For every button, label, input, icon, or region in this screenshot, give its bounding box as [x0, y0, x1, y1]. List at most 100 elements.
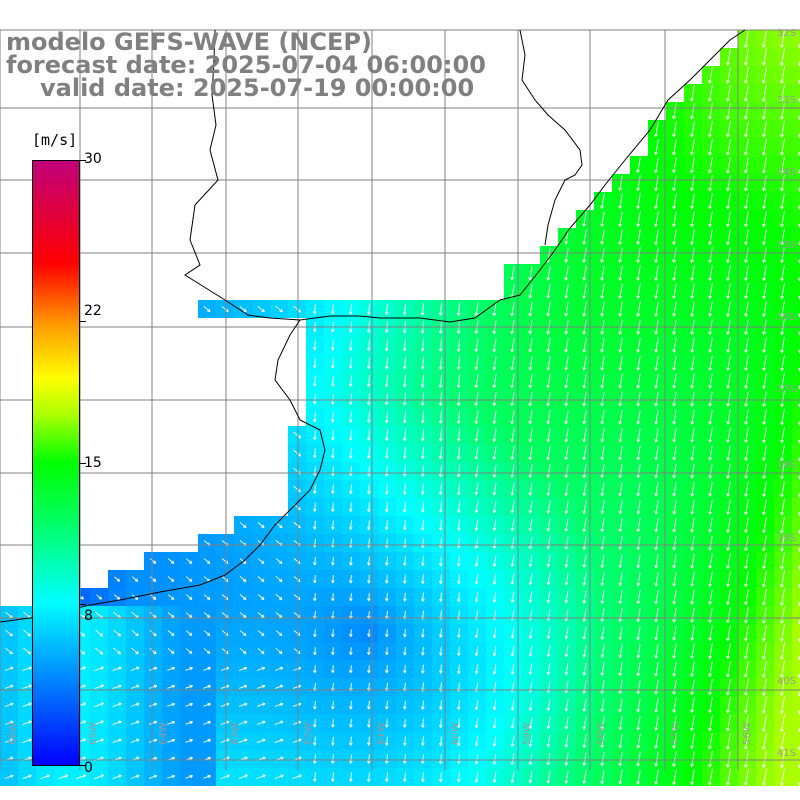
wind-arrow-icon — [708, 337, 713, 353]
lon-label: 65W — [88, 722, 99, 745]
lat-label: 33S — [776, 95, 796, 106]
wind-arrow-icon — [384, 429, 389, 441]
wind-arrow-icon — [330, 411, 335, 423]
wind-arrow-icon — [312, 430, 317, 441]
wind-arrow-icon — [510, 464, 515, 478]
wind-arrow-icon — [726, 48, 731, 66]
wind-arrow-icon — [672, 138, 677, 156]
wind-speed-cell — [792, 624, 800, 642]
lon-label: 56W — [742, 722, 753, 745]
wind-arrow-icon — [564, 265, 569, 281]
wind-arrow-icon — [708, 247, 713, 263]
wind-speed-cell — [792, 534, 800, 552]
wind-arrow-icon — [510, 301, 515, 317]
wind-arrow-icon — [762, 84, 767, 102]
wind-arrow-icon — [780, 427, 785, 444]
wind-arrow-icon — [330, 484, 335, 494]
wind-speed-cell — [792, 498, 800, 516]
wind-arrow-icon — [672, 373, 677, 389]
wind-arrow-icon — [438, 302, 443, 316]
wind-arrow-icon — [384, 303, 389, 315]
wind-arrow-icon — [438, 465, 443, 478]
wind-arrow-icon — [654, 427, 659, 443]
wind-arrow-icon — [726, 156, 731, 174]
wind-arrow-icon — [546, 301, 551, 317]
wind-arrow-icon — [438, 501, 443, 513]
wind-arrow-icon — [672, 427, 677, 443]
lon-label: 66W — [8, 722, 19, 745]
wind-arrow-icon — [744, 481, 749, 497]
wind-arrow-icon — [744, 391, 749, 407]
wind-arrow-icon — [780, 156, 785, 174]
wind-arrow-icon — [528, 337, 533, 353]
wind-arrow-icon — [312, 357, 317, 369]
wind-arrow-icon — [546, 391, 551, 407]
wind-arrow-icon — [780, 229, 785, 246]
wind-arrow-icon — [690, 463, 695, 479]
wind-arrow-icon — [726, 247, 731, 264]
wind-arrow-icon — [636, 211, 641, 227]
wind-arrow-icon — [654, 283, 659, 299]
wind-arrow-icon — [690, 445, 695, 461]
wind-arrow-icon — [654, 463, 659, 479]
wind-arrow-icon — [528, 265, 533, 281]
wind-arrow-icon — [618, 175, 623, 191]
wind-arrow-icon — [564, 337, 569, 353]
wind-arrow-icon — [402, 303, 407, 316]
wind-arrow-icon — [420, 374, 425, 388]
wind-arrow-icon — [402, 374, 407, 388]
wind-arrow-icon — [438, 392, 443, 406]
wind-arrow-icon — [546, 446, 551, 461]
wind-arrow-icon — [726, 283, 731, 299]
wind-arrow-icon — [582, 464, 587, 479]
wind-arrow-icon — [636, 373, 641, 389]
wind-speed-cell — [792, 426, 800, 444]
wind-arrow-icon — [744, 283, 749, 299]
wind-arrow-icon — [690, 283, 695, 299]
wind-arrow-icon — [600, 464, 605, 479]
wind-arrow-icon — [672, 499, 677, 515]
wind-arrow-icon — [618, 337, 623, 353]
wind-arrow-icon — [528, 482, 533, 496]
wind-arrow-icon — [312, 304, 317, 315]
wind-arrow-icon — [690, 427, 695, 443]
wind-arrow-icon — [456, 501, 461, 513]
wind-arrow-icon — [618, 193, 623, 209]
wind-arrow-icon — [510, 392, 515, 407]
wind-arrow-icon — [438, 410, 443, 424]
wind-arrow-icon — [456, 302, 461, 316]
wind-arrow-icon — [726, 499, 731, 515]
legend-tickmark — [80, 604, 86, 605]
wind-arrow-icon — [672, 355, 677, 371]
wind-arrow-icon — [402, 356, 407, 370]
wind-arrow-icon — [708, 373, 713, 389]
wind-arrow-icon — [636, 175, 641, 192]
wind-arrow-icon — [474, 482, 479, 496]
wind-arrow-icon — [564, 283, 569, 299]
wind-arrow-icon — [780, 409, 785, 426]
wind-arrow-icon — [384, 447, 389, 459]
wind-arrow-icon — [564, 482, 569, 497]
wind-arrow-icon — [708, 102, 713, 120]
legend-tick-label: 0 — [84, 760, 93, 776]
wind-arrow-icon — [330, 393, 335, 405]
wind-arrow-icon — [744, 265, 749, 281]
wind-arrow-icon — [744, 138, 749, 156]
lon-label: 63W — [230, 722, 241, 745]
wind-arrow-icon — [636, 283, 641, 299]
wind-arrow-icon — [654, 139, 659, 156]
wind-arrow-icon — [744, 355, 749, 371]
wind-arrow-icon — [726, 84, 731, 102]
wind-arrow-icon — [582, 265, 587, 281]
wind-arrow-icon — [762, 138, 767, 156]
legend-tick-label: 22 — [84, 303, 102, 319]
wind-arrow-icon — [420, 410, 425, 424]
wind-arrow-icon — [330, 429, 335, 441]
lon-label: 57W — [670, 722, 681, 745]
wind-speed-cell — [792, 570, 800, 588]
wind-arrow-icon — [510, 500, 515, 514]
lon-label: 58W — [596, 722, 607, 745]
wind-arrow-icon — [510, 266, 515, 281]
wind-arrow-icon — [546, 464, 551, 479]
wind-arrow-icon — [510, 428, 515, 443]
